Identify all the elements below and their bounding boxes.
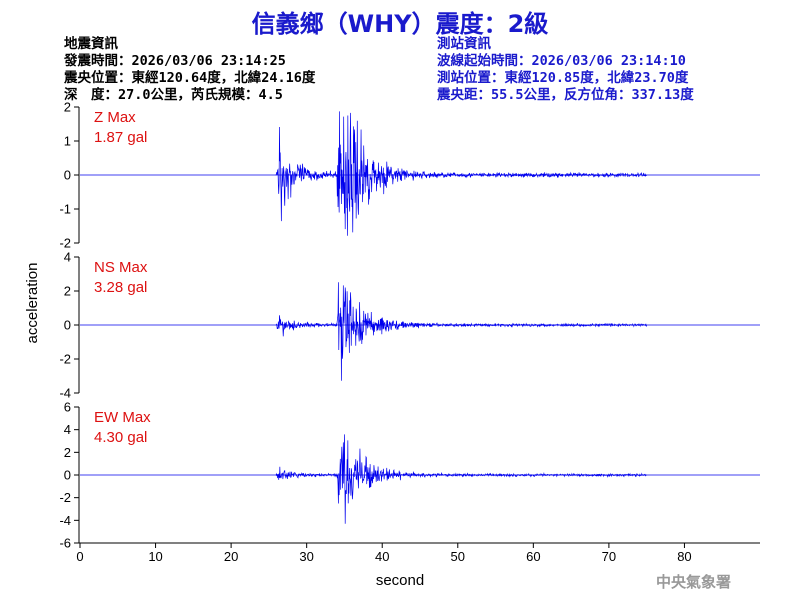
x-tick-label: 20 — [224, 549, 238, 564]
panel-0: -2 -1 0 1 2 Z Max 1.87 gal — [59, 100, 760, 251]
x-tick-label: 80 — [677, 549, 691, 564]
y-tick-label: -2 — [59, 236, 71, 251]
y-tick-label: 0 — [64, 318, 71, 333]
x-tick-label: 70 — [602, 549, 616, 564]
waveform-trace — [275, 434, 647, 524]
depth-magnitude: 深 度：27.0公里，芮氏規模：4.5 — [64, 87, 283, 103]
station-location: 測站位置：東經120.85度，北緯23.70度 — [437, 70, 689, 86]
quake-info-block: 地震資訊 發震時間：2026/03/06 23:14:25 震央位置：東經120… — [64, 36, 315, 104]
panel-2: -6 -4 -2 0 2 4 6 EW Max 4.30 gal — [59, 400, 760, 551]
max-label: Z Max — [94, 109, 136, 126]
agency-watermark: 中央氣象署 — [656, 573, 732, 591]
panel-1: -4 -2 0 2 4 NS Max 3.28 gal — [59, 250, 760, 401]
y-tick-label: -4 — [59, 386, 71, 401]
max-value: 1.87 gal — [94, 129, 147, 146]
max-label: EW Max — [94, 409, 151, 426]
y-tick-label: 4 — [64, 422, 71, 437]
x-tick-label: 50 — [451, 549, 465, 564]
epicenter: 震央位置：東經120.64度，北緯24.16度 — [64, 70, 316, 86]
y-tick-label: 2 — [64, 445, 71, 460]
quake-info-heading: 地震資訊 — [64, 36, 118, 52]
origin-time: 發震時間：2026/03/06 23:14:25 — [64, 53, 286, 69]
x-tick-label: 0 — [76, 549, 83, 564]
y-tick-label: -2 — [59, 352, 71, 367]
max-label: NS Max — [94, 259, 148, 276]
y-tick-label: 6 — [64, 400, 71, 415]
y-tick-label: 4 — [64, 250, 71, 265]
epicentral-distance: 震央距：55.5公里，反方位角：337.13度 — [437, 87, 694, 103]
chart-title: 信義鄉（WHY）震度：2級 — [251, 10, 549, 38]
station-info-heading: 測站資訊 — [437, 36, 491, 52]
x-tick-label: 30 — [299, 549, 313, 564]
max-value: 4.30 gal — [94, 429, 147, 446]
x-tick-label: 10 — [148, 549, 162, 564]
max-value: 3.28 gal — [94, 279, 147, 296]
station-info-block: 測站資訊 波線起始時間：2026/03/06 23:14:10 測站位置：東經1… — [437, 36, 694, 104]
y-tick-label: -2 — [59, 490, 71, 505]
waveform-trace — [275, 111, 647, 236]
y-tick-label: -6 — [59, 536, 71, 551]
y-tick-label: -4 — [59, 513, 71, 528]
y-tick-label: -1 — [59, 202, 71, 217]
y-tick-label: 0 — [64, 468, 71, 483]
wave-start-time: 波線起始時間：2026/03/06 23:14:10 — [437, 53, 686, 69]
x-tick-label: 40 — [375, 549, 389, 564]
y-tick-label: 2 — [64, 284, 71, 299]
y-tick-label: 2 — [64, 100, 71, 115]
y-axis-label: acceleration — [24, 263, 41, 344]
y-tick-label: 0 — [64, 168, 71, 183]
x-tick-label: 60 — [526, 549, 540, 564]
waveform-trace — [275, 282, 647, 381]
y-tick-label: 1 — [64, 134, 71, 149]
x-axis-label: second — [376, 572, 424, 589]
